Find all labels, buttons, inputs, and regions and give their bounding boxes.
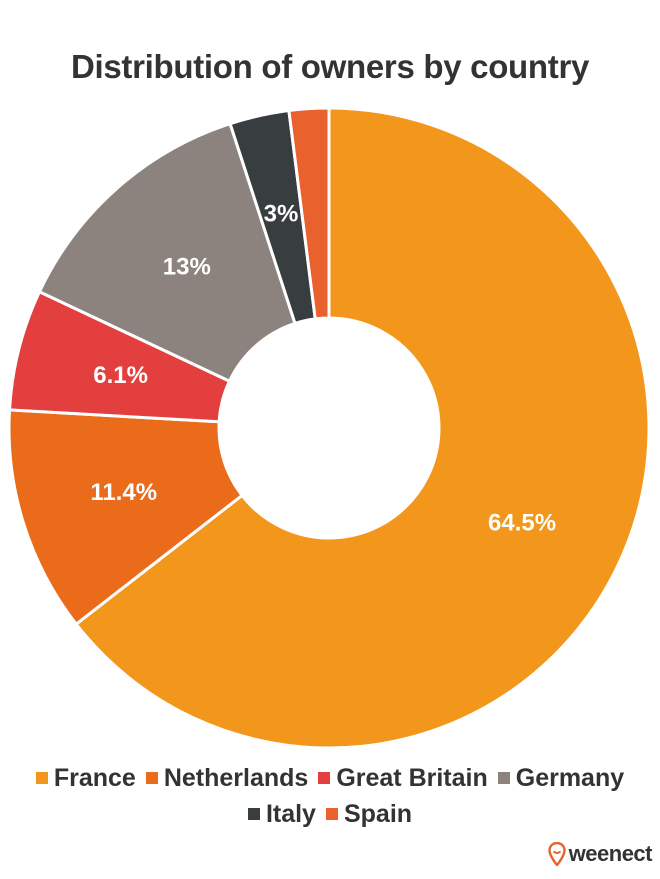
legend-label-italy: Italy <box>265 800 316 828</box>
brand-logo: weenect <box>547 841 653 867</box>
legend-label-great-britain: Great Britain <box>336 764 488 792</box>
legend-swatch-great-britain <box>318 772 331 784</box>
slice-germany <box>37 122 297 383</box>
legend-swatch-spain <box>325 808 338 820</box>
slice-label-great-britain: 6.1% <box>93 362 148 389</box>
legend-swatch-italy <box>247 808 260 820</box>
slice-label-italy: 3% <box>264 200 299 227</box>
legend-item-italy: Italy <box>247 796 316 832</box>
legend-label-france: France <box>53 764 136 792</box>
legend-swatch-germany <box>497 772 510 784</box>
chart-title: Distribution of owners by country <box>70 48 590 85</box>
slice-label-france: 64.5% <box>488 510 556 537</box>
donut-chart: 64.5% 11.4% 6.1% 13% 3% <box>7 106 651 750</box>
chart-legend: France Netherlands Great Britain Germany It… <box>0 760 660 832</box>
legend-item-france: France <box>35 760 136 796</box>
slice-netherlands <box>7 408 244 626</box>
legend-item-great-britain: Great Britain <box>318 760 488 796</box>
slice-spain <box>287 106 331 321</box>
legend-label-spain: Spain <box>343 800 413 828</box>
brand-name: weenect <box>568 841 653 866</box>
legend-item-netherlands: Netherlands <box>145 760 309 796</box>
legend-label-germany: Germany <box>515 764 625 792</box>
location-pin-icon <box>547 842 566 866</box>
legend-label-netherlands: Netherlands <box>163 764 309 792</box>
legend-swatch-netherlands <box>145 772 158 784</box>
legend-item-germany: Germany <box>497 760 625 796</box>
slice-label-germany: 13% <box>163 254 211 281</box>
slice-label-netherlands: 11.4% <box>90 479 157 506</box>
legend-item-spain: Spain <box>325 796 413 832</box>
slice-france <box>74 106 651 750</box>
legend-swatch-france <box>35 772 48 784</box>
